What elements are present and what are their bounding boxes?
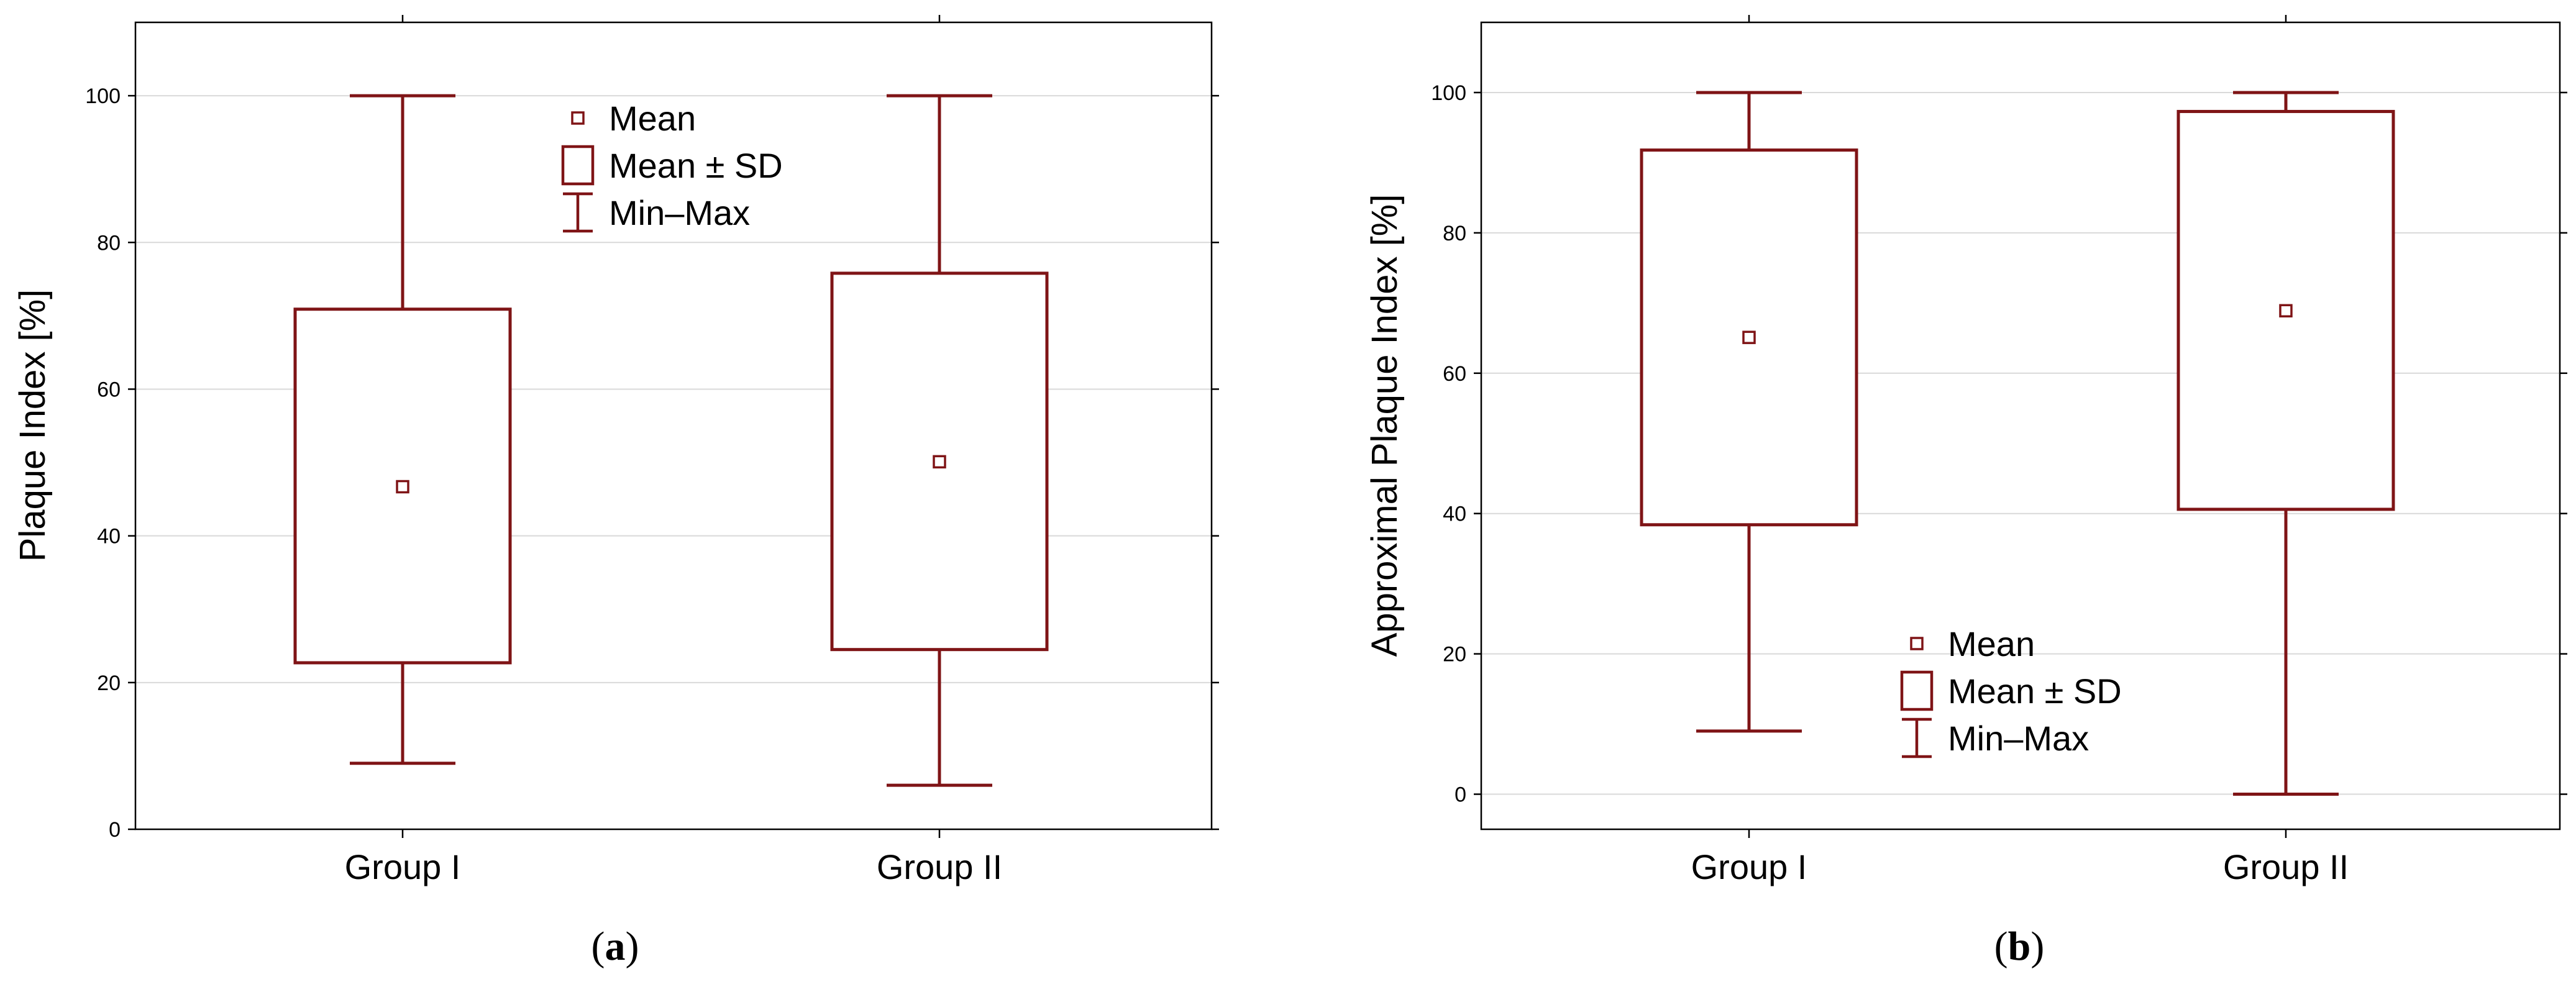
legend-box-icon <box>561 145 595 186</box>
legend-mean-icon <box>571 111 585 125</box>
y-tick-label: 80 <box>97 231 121 255</box>
legend: Mean Mean ± SD Min–Max <box>1900 624 2122 758</box>
x-category-label: Group II <box>2223 847 2349 886</box>
box-2: Group II <box>2176 15 2395 886</box>
legend-label: Mean <box>609 99 696 138</box>
y-axis-label: Plaque Index [%] <box>12 289 53 562</box>
plot-frame <box>1480 21 2561 831</box>
legend-label: Min–Max <box>609 193 750 232</box>
panel-caption-open: ( <box>591 924 605 969</box>
y-tick-label: 0 <box>1455 783 1466 807</box>
legend-box-icon <box>1900 670 1934 711</box>
chart-panel-b: 0 20 40 60 80 100 Approximal Plaque Index [%] G… <box>1364 15 2567 969</box>
legend: Mean Mean ± SD Min–Max <box>561 99 783 233</box>
mean-marker <box>396 480 409 494</box>
x-category-label: Group I <box>1691 847 1807 886</box>
y-tick-label: 0 <box>109 818 121 842</box>
panel-caption-letter: a <box>605 924 626 969</box>
mean-marker <box>1742 330 1756 344</box>
y-tick-label: 80 <box>1443 222 1466 245</box>
x-category-label: Group I <box>345 847 461 886</box>
y-tick-label: 100 <box>1431 81 1466 105</box>
mean-marker <box>2279 304 2293 318</box>
legend-label: Mean <box>1948 624 2035 663</box>
legend-mean-icon <box>1910 637 1924 650</box>
y-axis-label: Approximal Plaque Index [%] <box>1364 194 1405 657</box>
y-tick-label: 60 <box>1443 362 1466 386</box>
box-2: Group II <box>830 15 1049 886</box>
y-tick-label: 40 <box>1443 503 1466 526</box>
panel-caption-close: ) <box>2030 924 2044 969</box>
y-tick-label: 60 <box>97 378 121 401</box>
panel-caption: (a) <box>591 924 639 969</box>
x-category-label: Group II <box>877 847 1002 886</box>
panel-caption: (b) <box>1994 924 2045 969</box>
y-tick-label: 20 <box>97 671 121 695</box>
plot-frame <box>134 21 1213 831</box>
legend-label: Min–Max <box>1948 719 2089 758</box>
y-tick-label: 40 <box>97 525 121 549</box>
chart-panel-a: 0 20 40 60 80 100 Plaque Index [%] Group I Group… <box>12 15 1219 969</box>
mean-marker <box>933 455 946 469</box>
box-1: Group I <box>1640 15 1858 886</box>
panel-caption-close: ) <box>626 924 639 969</box>
panel-caption-open: ( <box>1994 924 2008 969</box>
legend-label: Mean ± SD <box>609 146 783 185</box>
y-tick-label: 20 <box>1443 643 1466 667</box>
y-tick-label: 100 <box>85 84 121 108</box>
legend-label: Mean ± SD <box>1948 671 2122 711</box>
panel-caption-letter: b <box>2008 924 2031 969</box>
box-1: Group I <box>293 15 512 886</box>
